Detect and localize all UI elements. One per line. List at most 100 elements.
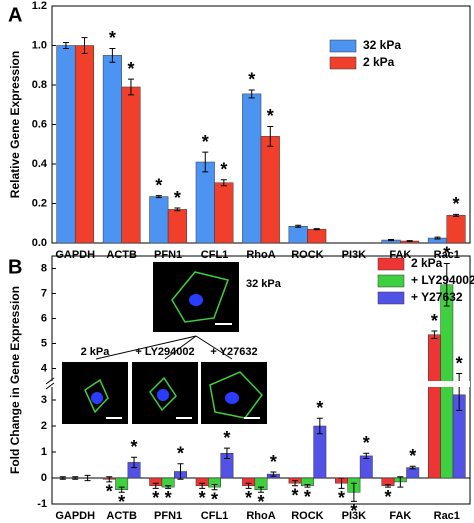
- legend-swatch: [377, 291, 405, 305]
- significance-marker: *: [155, 175, 162, 195]
- significance-marker: *: [456, 353, 463, 373]
- error-bar: [106, 476, 113, 483]
- error-bar: [304, 484, 311, 488]
- significance-marker: *: [350, 501, 357, 521]
- error-bar: [295, 224, 302, 228]
- axis-break-mark: [45, 377, 55, 390]
- error-bar: [313, 228, 320, 231]
- error-bar: [62, 42, 69, 49]
- y-tick-label: 1: [41, 446, 47, 458]
- nucleus: [225, 392, 239, 404]
- significance-marker: *: [338, 488, 345, 508]
- error-bar: [59, 476, 66, 480]
- error-bar: [177, 463, 184, 480]
- legend-label: + Y27632: [411, 290, 463, 304]
- y-tick-label: 1.0: [32, 39, 47, 51]
- legend-swatch: [377, 274, 405, 288]
- x-tick-label: ACTB: [106, 249, 137, 261]
- significance-marker: *: [248, 70, 255, 90]
- x-tick-label: PI3K: [342, 249, 367, 261]
- x-tick-label: PI3K: [342, 510, 367, 522]
- error-bar: [165, 485, 172, 489]
- significance-marker: *: [202, 132, 209, 152]
- bar: [149, 196, 169, 244]
- error-bar: [211, 484, 218, 491]
- error-bar: [384, 484, 391, 488]
- y-tick-label: -1: [37, 498, 47, 510]
- legend-label: 2 kPa: [363, 55, 395, 69]
- legend-swatch: [329, 56, 357, 70]
- cell: [84, 378, 109, 414]
- nucleus: [189, 294, 203, 306]
- significance-marker: *: [131, 437, 138, 457]
- error-bar: [363, 452, 370, 459]
- arrow: [95, 335, 197, 360]
- x-tick-label: PFN1: [154, 510, 182, 522]
- error-bar: [409, 465, 416, 470]
- error-bar: [223, 447, 230, 459]
- error-bar: [316, 417, 323, 435]
- nucleus: [157, 389, 169, 401]
- significance-marker: *: [245, 488, 252, 508]
- y-axis-title: Relative Gene Expression: [8, 51, 22, 198]
- x-tick-label: RhoA: [246, 510, 275, 522]
- error-bar: [245, 482, 252, 489]
- bar: [446, 215, 466, 244]
- y-tick-label: 0.4: [32, 158, 48, 170]
- significance-marker: *: [223, 428, 230, 448]
- x-tick-label: ACTB: [106, 510, 137, 522]
- y-tick-label: 5: [41, 337, 47, 349]
- error-bar: [267, 125, 274, 147]
- error-bar: [406, 240, 413, 242]
- bar: [74, 45, 95, 244]
- error-bar: [248, 89, 255, 99]
- error-bar: [152, 482, 159, 489]
- significance-marker: *: [409, 446, 416, 466]
- panel-label: A: [8, 4, 22, 26]
- y-tick-label: 1.2: [32, 0, 47, 12]
- inset-label: 32 kPa: [246, 278, 282, 290]
- x-tick-label: GAPDH: [55, 510, 95, 522]
- bar: [167, 209, 187, 244]
- y-tick-label: 3: [41, 394, 47, 406]
- significance-marker: *: [443, 243, 450, 263]
- legend-swatch: [329, 39, 357, 53]
- significance-marker: *: [177, 443, 184, 463]
- significance-marker: *: [304, 487, 311, 507]
- significance-marker: *: [211, 489, 218, 509]
- y-tick-label: 0.2: [32, 197, 47, 209]
- nucleus: [91, 392, 103, 404]
- error-bar: [155, 195, 162, 199]
- error-bar: [258, 486, 264, 493]
- y-tick-label: 8: [41, 262, 47, 274]
- error-bar: [453, 213, 460, 217]
- error-bar: [199, 482, 206, 489]
- bar: [359, 455, 373, 479]
- x-tick-label: FAK: [389, 510, 411, 522]
- significance-marker: *: [453, 194, 460, 214]
- bar: [260, 136, 280, 244]
- bar: [307, 228, 327, 244]
- significance-marker: *: [292, 486, 299, 506]
- error-bar: [109, 47, 116, 63]
- error-bar: [270, 471, 277, 477]
- significance-marker: *: [106, 482, 113, 502]
- x-tick-label: CFL1: [201, 249, 229, 261]
- y-tick-label: 6: [41, 312, 47, 324]
- arrow: [164, 335, 197, 360]
- significance-marker: *: [431, 311, 438, 331]
- cell: [149, 376, 177, 412]
- error-bar: [292, 480, 299, 487]
- y-tick-label: 0.0: [32, 237, 47, 249]
- x-tick-label: PFN1: [154, 249, 182, 261]
- error-bar: [443, 263, 450, 307]
- x-tick-label: ROCK: [291, 249, 323, 261]
- significance-marker: *: [270, 452, 277, 472]
- error-bar: [388, 238, 395, 242]
- error-bar: [84, 474, 91, 482]
- significance-marker: *: [165, 488, 172, 508]
- error-bar: [350, 482, 357, 502]
- bar: [121, 86, 141, 244]
- significance-marker: *: [199, 488, 206, 508]
- legend-label: + LY294002: [411, 273, 474, 287]
